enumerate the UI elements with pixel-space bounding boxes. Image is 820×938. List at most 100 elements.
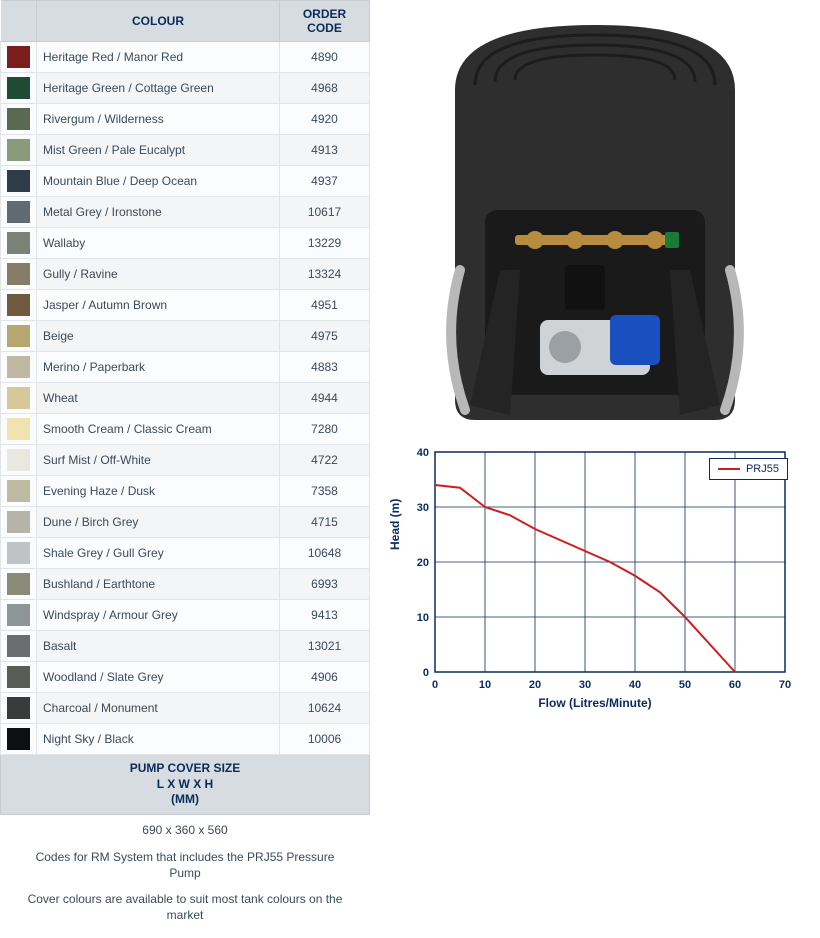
svg-text:20: 20 [417,557,429,569]
table-row: Windspray / Armour Grey9413 [1,600,370,631]
table-row: Evening Haze / Dusk7358 [1,476,370,507]
table-row: Basalt13021 [1,631,370,662]
order-code: 4944 [280,383,370,414]
table-row: Surf Mist / Off-White4722 [1,445,370,476]
colour-name: Charcoal / Monument [37,693,280,724]
order-code: 10648 [280,538,370,569]
colour-name: Heritage Green / Cottage Green [37,73,280,104]
colour-order-table: COLOUR ORDER CODE Heritage Red / Manor R… [0,0,370,755]
colour-swatch [1,631,37,662]
svg-text:30: 30 [417,502,429,514]
notes-block: Codes for RM System that includes the PR… [0,845,370,938]
table-row: Bushland / Earthtone6993 [1,569,370,600]
performance-chart: Head (m) 010203040506070010203040 PRJ55 … [390,440,800,710]
svg-text:20: 20 [529,679,541,691]
table-row: Smooth Cream / Classic Cream7280 [1,414,370,445]
order-code: 4883 [280,352,370,383]
colour-swatch [1,228,37,259]
colour-swatch [1,538,37,569]
svg-text:0: 0 [423,667,429,679]
colour-swatch [1,135,37,166]
order-code: 7358 [280,476,370,507]
svg-text:50: 50 [679,679,691,691]
colour-name: Basalt [37,631,280,662]
cover-header-line1: PUMP COVER SIZE [5,761,365,777]
x-axis-label: Flow (Litres/Minute) [390,696,800,710]
order-code: 7280 [280,414,370,445]
order-code: 4906 [280,662,370,693]
note-line2: Cover colours are available to suit most… [24,891,346,923]
colour-swatch [1,166,37,197]
order-code: 13229 [280,228,370,259]
pump-cover-illustration [415,10,775,430]
right-column: Head (m) 010203040506070010203040 PRJ55 … [370,0,820,938]
order-code: 6993 [280,569,370,600]
table-row: Metal Grey / Ironstone10617 [1,197,370,228]
colour-swatch [1,73,37,104]
colour-swatch [1,42,37,73]
table-row: Woodland / Slate Grey4906 [1,662,370,693]
table-row: Mountain Blue / Deep Ocean4937 [1,166,370,197]
colour-name: Wallaby [37,228,280,259]
colour-swatch [1,507,37,538]
order-code: 10624 [280,693,370,724]
order-code: 13324 [280,259,370,290]
colour-swatch [1,445,37,476]
order-code: 4715 [280,507,370,538]
colour-swatch [1,414,37,445]
note-line1: Codes for RM System that includes the PR… [24,849,346,881]
colour-swatch [1,600,37,631]
order-code: 4975 [280,321,370,352]
y-axis-label: Head (m) [388,499,402,550]
svg-text:60: 60 [729,679,741,691]
colour-name: Wheat [37,383,280,414]
svg-text:40: 40 [417,447,429,459]
table-row: Shale Grey / Gull Grey10648 [1,538,370,569]
colour-name: Jasper / Autumn Brown [37,290,280,321]
colour-name: Metal Grey / Ironstone [37,197,280,228]
svg-text:30: 30 [579,679,591,691]
colour-swatch [1,352,37,383]
svg-text:10: 10 [417,612,429,624]
cover-header-line3: (MM) [5,792,365,808]
table-row: Night Sky / Black10006 [1,724,370,755]
colour-name: Windspray / Armour Grey [37,600,280,631]
order-code: 4968 [280,73,370,104]
colour-name: Heritage Red / Manor Red [37,42,280,73]
table-row: Mist Green / Pale Eucalypt4913 [1,135,370,166]
colour-name: Woodland / Slate Grey [37,662,280,693]
table-row: Heritage Green / Cottage Green4968 [1,73,370,104]
order-code: 13021 [280,631,370,662]
table-row: Rivergum / Wilderness4920 [1,104,370,135]
colour-swatch [1,321,37,352]
order-code-header: ORDER CODE [280,1,370,42]
colour-name: Beige [37,321,280,352]
colour-swatch [1,724,37,755]
colour-swatch [1,662,37,693]
colour-swatch [1,476,37,507]
order-code: 4913 [280,135,370,166]
colour-swatch [1,383,37,414]
colour-name: Smooth Cream / Classic Cream [37,414,280,445]
colour-swatch [1,693,37,724]
order-code: 9413 [280,600,370,631]
colour-swatch [1,259,37,290]
table-row: Merino / Paperbark4883 [1,352,370,383]
table-row: Gully / Ravine13324 [1,259,370,290]
order-code: 10006 [280,724,370,755]
table-row: Wheat4944 [1,383,370,414]
chart-svg: 010203040506070010203040 [390,440,800,710]
legend-label: PRJ55 [746,463,779,475]
table-row: Heritage Red / Manor Red4890 [1,42,370,73]
cover-header-line2: L X W X H [5,777,365,793]
table-row: Jasper / Autumn Brown4951 [1,290,370,321]
svg-text:70: 70 [779,679,791,691]
svg-text:0: 0 [432,679,438,691]
chart-legend: PRJ55 [709,458,788,480]
colour-name: Merino / Paperbark [37,352,280,383]
page-root: COLOUR ORDER CODE Heritage Red / Manor R… [0,0,820,938]
order-code: 4937 [280,166,370,197]
colour-swatch [1,290,37,321]
order-code: 10617 [280,197,370,228]
colour-header: COLOUR [37,1,280,42]
